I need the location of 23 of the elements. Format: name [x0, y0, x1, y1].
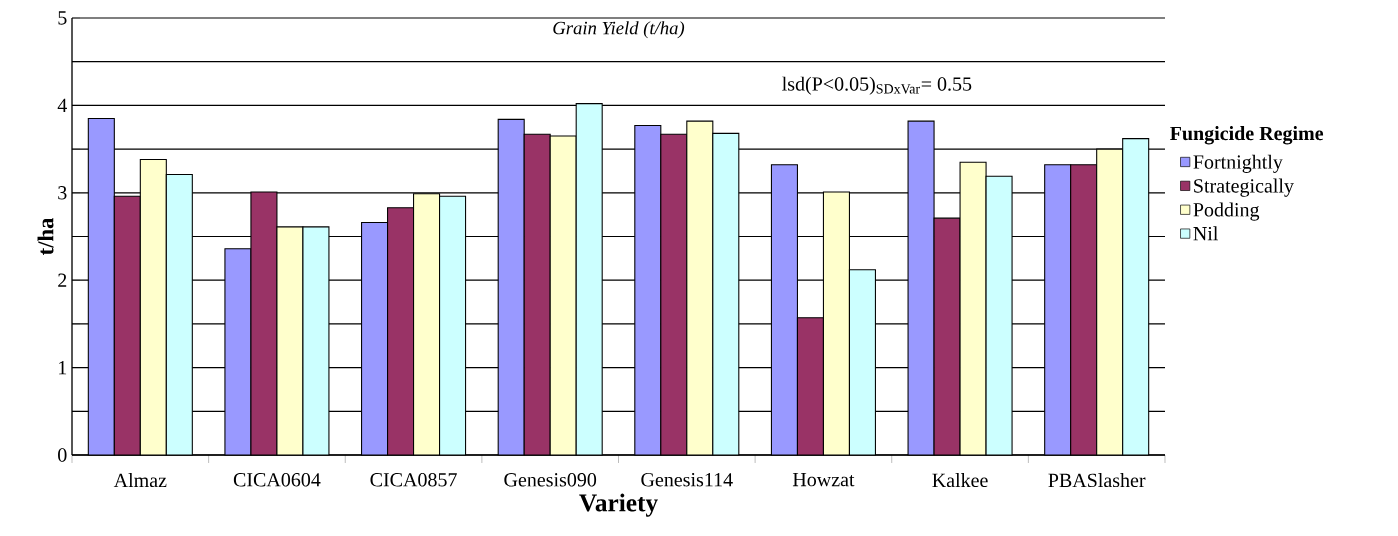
x-tick-label: Genesis114: [641, 473, 733, 487]
chart-title: Grain Yield (t/ha): [553, 21, 685, 39]
x-tick-label: Howzat: [792, 473, 855, 487]
legend-label: Strategically: [1194, 178, 1294, 197]
legend-label: Nil: [1193, 226, 1218, 241]
legend-title: Fungicide Regime: [1170, 126, 1324, 145]
x-tick-label: PBASlasher: [1048, 473, 1146, 488]
x-tick-label: CICA0857: [370, 473, 457, 487]
y-tick-label: 3: [58, 186, 67, 200]
legend-label: Fortnightly: [1193, 154, 1283, 173]
x-tick-label: Kalkee: [932, 473, 988, 488]
legend-label: Podding: [1193, 202, 1260, 221]
x-axis-title: Variety: [579, 493, 658, 517]
y-tick-label: 0: [58, 448, 67, 462]
y-tick-label: 4: [57, 98, 67, 112]
y-tick-label: 5: [58, 11, 67, 25]
y-tick-label: 1: [59, 361, 67, 375]
x-tick-label: Genesis090: [504, 473, 597, 487]
y-tick-label: 2: [58, 273, 67, 287]
y-axis-title: t/ha: [37, 217, 54, 256]
annotation: lsd(P<0.05)$_{SDxVar}$= 0.55: [782, 76, 972, 95]
x-tick-label: Almaz: [113, 473, 167, 488]
x-tick-label: CICA0604: [233, 473, 321, 487]
